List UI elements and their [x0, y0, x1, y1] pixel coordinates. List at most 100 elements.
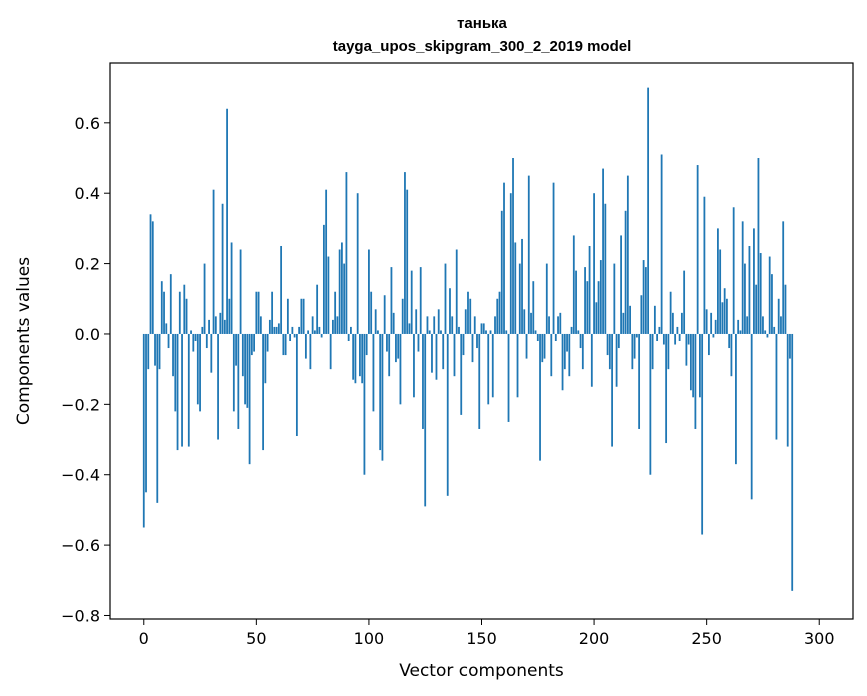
bar: [415, 309, 418, 334]
bar: [343, 263, 346, 334]
bar: [617, 333, 620, 349]
bar: [410, 270, 413, 334]
bar: [530, 312, 532, 334]
bar: [201, 326, 204, 334]
bar: [185, 298, 188, 334]
bar: [608, 333, 611, 370]
bar: [500, 210, 503, 334]
bar: [449, 288, 451, 334]
bar: [453, 333, 456, 377]
bar: [176, 333, 179, 451]
bar: [250, 333, 253, 356]
x-tick-label: 0: [139, 629, 149, 648]
bar: [633, 333, 636, 359]
bar: [316, 284, 319, 334]
bar: [676, 326, 679, 334]
bar: [780, 316, 782, 334]
bar: [217, 333, 219, 440]
bar: [701, 333, 704, 535]
bar: [336, 316, 339, 334]
bar: [365, 333, 368, 356]
bar: [624, 210, 627, 334]
bar: [665, 333, 668, 444]
bar: [662, 333, 665, 345]
bar: [784, 284, 787, 334]
x-tick-label: 150: [466, 629, 497, 648]
bar: [194, 333, 197, 341]
bar: [169, 274, 172, 334]
bar: [622, 312, 625, 334]
bar: [656, 333, 659, 341]
bar: [523, 309, 526, 334]
bar: [644, 267, 647, 334]
bar: [424, 333, 427, 507]
y-axis-ticks: −0.8 −0.6 −0.4 −0.2 0.0 0.2 0.4 0.6: [61, 114, 110, 625]
bar: [464, 309, 467, 334]
bar: [473, 316, 476, 334]
bar: [327, 256, 330, 334]
bar: [145, 333, 147, 493]
bar: [354, 333, 357, 384]
bar: [487, 333, 490, 405]
bar: [178, 291, 181, 334]
bar: [566, 333, 568, 352]
bar: [196, 333, 199, 405]
bar: [444, 263, 447, 334]
bar: [687, 333, 690, 345]
bar: [753, 228, 755, 334]
bar: [631, 333, 634, 370]
bar: [214, 316, 217, 334]
x-axis-label: Vector components: [399, 661, 564, 681]
bar: [417, 333, 420, 352]
bar: [710, 312, 713, 334]
bar: [165, 323, 168, 334]
bar: [478, 333, 481, 429]
bar: [368, 249, 370, 334]
bar: [653, 305, 656, 334]
bar: [626, 175, 629, 334]
bar: [163, 291, 165, 334]
bar: [203, 263, 206, 334]
bar: [334, 291, 337, 334]
bar: [638, 333, 641, 429]
bar: [284, 333, 287, 356]
bar: [370, 291, 373, 334]
bar-series: [142, 87, 794, 591]
bar: [286, 298, 289, 334]
bar: [359, 333, 361, 377]
bar: [311, 316, 314, 334]
bar: [527, 175, 530, 334]
bar: [467, 291, 469, 334]
bar: [383, 295, 386, 334]
bar: [563, 333, 566, 370]
bar: [708, 333, 710, 356]
bar: [548, 316, 550, 334]
bar: [395, 333, 397, 363]
bar: [669, 291, 672, 334]
bar: [516, 333, 519, 398]
bar: [277, 323, 280, 334]
bar: [435, 333, 438, 380]
bar: [539, 333, 541, 461]
bar: [172, 333, 174, 377]
bar: [187, 333, 190, 447]
bar: [329, 333, 332, 370]
bar: [606, 333, 609, 356]
bar: [789, 333, 791, 359]
bar: [431, 333, 433, 373]
bar: [271, 291, 274, 334]
y-tick-label: 0.0: [75, 325, 100, 344]
bar: [183, 284, 186, 334]
bar: [406, 189, 409, 334]
bar: [766, 333, 769, 338]
bar: [221, 203, 224, 334]
bar: [422, 333, 424, 429]
y-tick-label: 0.2: [75, 255, 100, 274]
bar: [381, 333, 384, 461]
bar: [363, 333, 366, 475]
bar: [568, 333, 571, 377]
bar: [649, 333, 652, 475]
bar: [768, 256, 771, 334]
